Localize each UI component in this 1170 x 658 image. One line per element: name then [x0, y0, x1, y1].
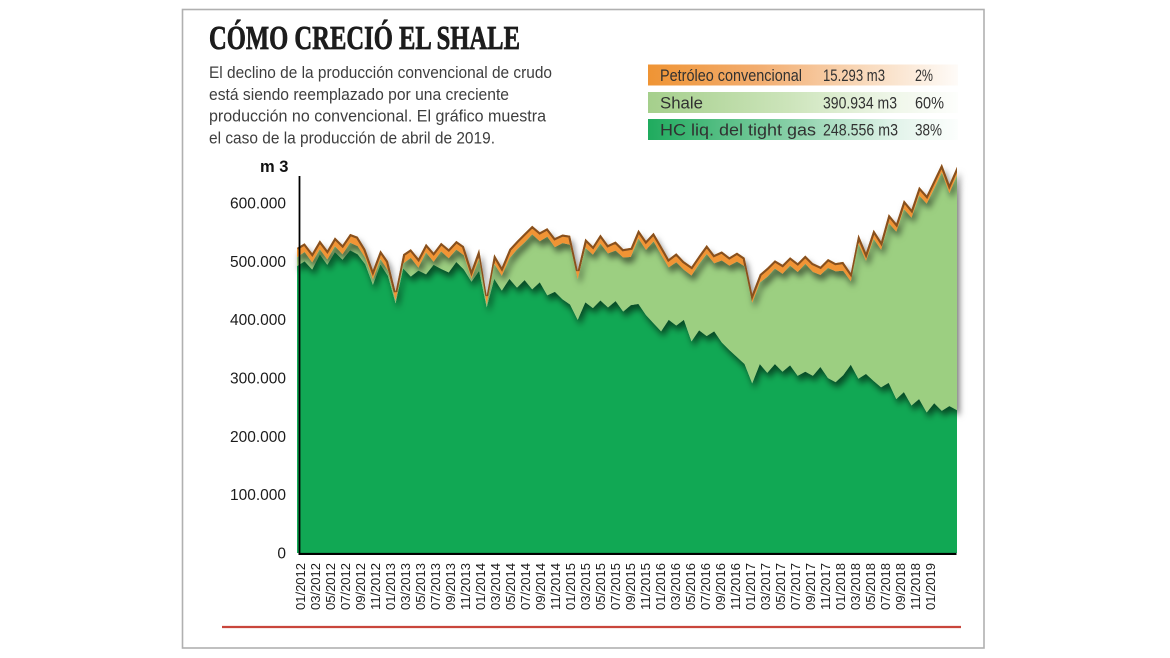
svg-text:05/2015: 05/2015	[594, 563, 608, 610]
svg-text:03/2016: 03/2016	[669, 563, 683, 610]
svg-text:09/2012: 09/2012	[354, 563, 368, 610]
svg-text:0: 0	[277, 546, 286, 563]
svg-text:07/2013: 07/2013	[429, 563, 443, 610]
svg-text:09/2018: 09/2018	[894, 563, 908, 610]
svg-text:400.000: 400.000	[230, 312, 286, 329]
svg-text:01/2012: 01/2012	[294, 563, 308, 610]
svg-text:07/2012: 07/2012	[339, 563, 353, 610]
svg-text:01/2017: 01/2017	[744, 563, 758, 610]
svg-text:está siendo reemplazado por un: está siendo reemplazado por una crecient…	[209, 85, 509, 104]
svg-text:03/2012: 03/2012	[309, 563, 323, 610]
svg-text:11/2013: 11/2013	[459, 563, 473, 610]
svg-text:07/2018: 07/2018	[879, 563, 893, 610]
svg-text:07/2017: 07/2017	[789, 563, 803, 610]
svg-text:500.000: 500.000	[230, 254, 286, 271]
svg-text:11/2015: 11/2015	[639, 563, 653, 610]
svg-text:390.934 m3: 390.934 m3	[823, 94, 897, 113]
svg-text:09/2013: 09/2013	[444, 563, 458, 610]
svg-text:100.000: 100.000	[230, 487, 286, 504]
svg-text:07/2015: 07/2015	[609, 563, 623, 610]
svg-text:15.293 m3: 15.293 m3	[823, 66, 885, 85]
svg-text:05/2018: 05/2018	[864, 563, 878, 610]
svg-text:05/2012: 05/2012	[324, 563, 338, 610]
svg-text:HC liq. del tight gas: HC liq. del tight gas	[660, 121, 816, 140]
svg-text:03/2015: 03/2015	[579, 563, 593, 610]
svg-text:01/2016: 01/2016	[654, 563, 668, 610]
svg-text:01/2019: 01/2019	[924, 563, 938, 610]
svg-text:09/2014: 09/2014	[534, 563, 548, 610]
svg-text:03/2017: 03/2017	[759, 563, 773, 610]
svg-text:01/2015: 01/2015	[564, 563, 578, 610]
svg-text:07/2016: 07/2016	[699, 563, 713, 610]
svg-text:03/2013: 03/2013	[399, 563, 413, 610]
svg-text:60%: 60%	[915, 94, 944, 113]
svg-text:producción no convencional. E: producción no convencional. El gráfico m…	[209, 107, 547, 126]
svg-text:05/2017: 05/2017	[774, 563, 788, 610]
svg-text:Petróleo convencional: Petróleo convencional	[660, 66, 802, 85]
svg-text:300.000: 300.000	[230, 371, 286, 388]
svg-text:01/2018: 01/2018	[834, 563, 848, 610]
svg-text:07/2014: 07/2014	[519, 563, 533, 610]
svg-text:09/2016: 09/2016	[714, 563, 728, 610]
svg-text:03/2018: 03/2018	[849, 563, 863, 610]
svg-text:05/2013: 05/2013	[414, 563, 428, 610]
svg-text:El declino de la producción co: El declino de la producción convencional…	[209, 63, 552, 82]
svg-text:09/2017: 09/2017	[804, 563, 818, 610]
svg-text:CÓMO CRECIÓ EL SHALE: CÓMO CRECIÓ EL SHALE	[209, 19, 520, 57]
svg-text:11/2014: 11/2014	[549, 563, 563, 610]
svg-text:200.000: 200.000	[230, 429, 286, 446]
svg-text:248.556 m3: 248.556 m3	[823, 121, 898, 140]
svg-text:05/2016: 05/2016	[684, 563, 698, 610]
svg-text:01/2013: 01/2013	[384, 563, 398, 610]
svg-text:600.000: 600.000	[230, 196, 286, 213]
svg-text:38%: 38%	[915, 121, 942, 140]
svg-text:11/2018: 11/2018	[909, 563, 923, 610]
svg-text:Shale: Shale	[660, 94, 703, 113]
svg-text:11/2017: 11/2017	[819, 563, 833, 610]
svg-text:03/2014: 03/2014	[489, 563, 503, 610]
svg-text:05/2014: 05/2014	[504, 563, 518, 610]
svg-text:11/2012: 11/2012	[369, 563, 383, 610]
svg-text:2%: 2%	[915, 66, 933, 85]
svg-text:01/2014: 01/2014	[474, 563, 488, 610]
svg-text:el caso de la producción de ab: el caso de la producción de abril de 201…	[209, 128, 495, 147]
svg-text:11/2016: 11/2016	[729, 563, 743, 610]
svg-text:m 3: m 3	[260, 158, 288, 176]
svg-text:09/2015: 09/2015	[624, 563, 638, 610]
